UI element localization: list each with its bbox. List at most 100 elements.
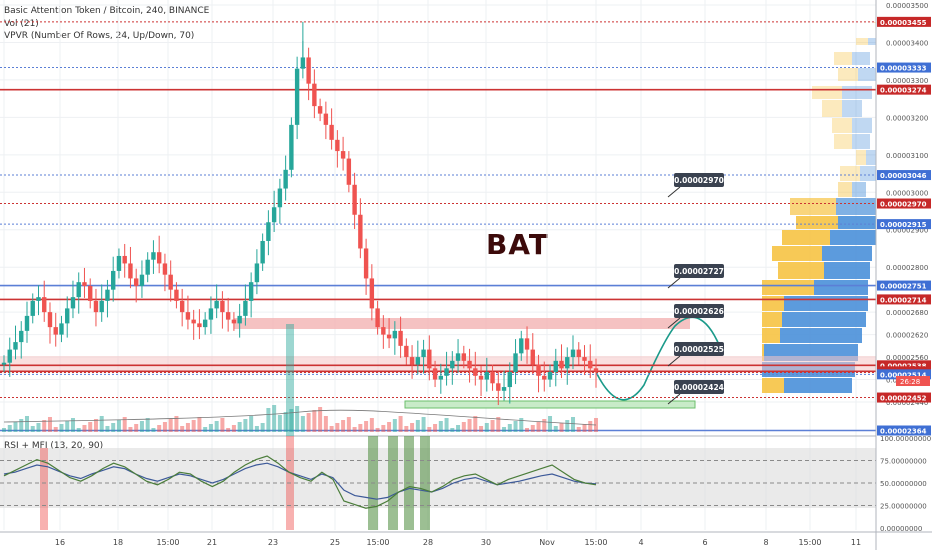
mfi-line [3,455,597,509]
volume-indicator-label: Vol (21) [4,19,39,29]
candle-body [65,308,70,324]
vpvr-up-bar [762,296,784,311]
volume-bar [168,419,173,432]
candle-body [392,330,398,339]
volume-bar [548,416,553,432]
volume-bar [496,417,501,432]
time-tick-label: 16 [55,538,65,547]
candle-body [547,372,553,380]
callout-label: 0.00002970 [674,176,724,185]
candle-body [582,357,587,361]
time-tick-label: 25 [330,538,340,547]
level-price-label: 0.00002364 [880,428,927,436]
candle-body [202,319,208,328]
vpvr-down-bar [858,68,878,81]
time-tick-label: 6 [702,538,707,547]
volume-bar [134,424,139,432]
rsi-indicator-label: RSI + MFI (13, 20, 90) [4,441,104,451]
vpvr-up-bar [834,134,852,149]
candle-body [369,278,375,309]
projection-path [595,316,723,401]
vpvr-indicator-label: VPVR (Number Of Rows, 24, Up/Down, 70) [4,31,195,41]
volume-bar [93,419,98,432]
candle-body [266,222,271,241]
time-tick-label: 21 [207,538,217,547]
price-callouts[interactable]: 0.00002970 0.00002727 0.00002626 0.00002525… [667,173,724,405]
volume-bar [122,417,127,432]
current-zone [0,356,876,372]
volume-bar [565,420,570,432]
level-price-tag [877,170,931,181]
volume-bar [490,420,495,432]
candle-body [133,278,139,286]
time-tick-label: 15:00 [584,538,607,547]
vpvr-up-bar [772,246,822,261]
volume-bar [484,423,489,432]
candle-body [225,312,231,320]
candle-body [409,357,415,365]
candle-body [542,375,547,380]
vpvr-down-bar [868,38,880,45]
level-price-tag [877,425,931,436]
level-price-tag [877,84,931,95]
time-tick-label: 23 [268,538,278,547]
volume-bar [289,409,294,432]
callout-label: 0.00002424 [674,383,724,392]
candle-body [197,323,202,328]
callout-pointer [667,355,681,367]
vpvr-down-bar [852,134,870,149]
vpvr-up-bar [762,312,782,327]
candle-body [289,124,294,170]
callout-pointer [667,186,681,198]
callout-box[interactable] [674,304,724,318]
vpvr-down-bar [842,100,862,117]
mfi-oversold-pillar [420,436,430,530]
volume-profile [762,22,882,393]
volume-bar [415,420,420,432]
candle-body [559,360,564,369]
volume-bar [473,416,478,432]
volume-bar [559,423,564,432]
candle-body [214,300,219,309]
candle-body [490,372,495,384]
highlight-pillar [286,324,294,436]
level-price-label: 0.00003455 [880,19,927,27]
callout-box[interactable] [674,173,724,187]
candle-body [507,372,512,388]
candle-body [478,375,484,380]
level-price-label: 0.00002452 [880,395,927,403]
time-tick-label: 15:00 [156,538,179,547]
candle-body [513,353,518,373]
vpvr-down-bar [860,166,880,181]
candle-body [352,184,357,215]
volume-bar [542,419,547,432]
callout-box[interactable] [674,342,724,356]
volume-bar [42,420,47,432]
volume-bar [7,425,12,432]
candle-body [283,169,288,189]
level-price-tag [877,198,931,209]
candle-body [53,327,58,335]
callout-box[interactable] [674,380,724,394]
candle-body [496,383,501,391]
volume-bar [392,419,397,432]
candle-body [484,372,489,380]
highlight-pillar [40,448,48,530]
volume-bar [421,417,426,432]
candle-body [76,282,81,298]
callout-box[interactable] [674,264,724,278]
support-zone [404,400,696,409]
candle-body [588,360,593,369]
candle-body [1,362,7,365]
candle-body [260,240,265,264]
volume-bar [24,416,29,432]
callout-pointer [667,277,681,289]
candle-body [473,368,478,376]
volume-bar [88,422,93,432]
countdown-label: 26:28 [900,378,920,386]
candle-body [179,300,185,313]
volume-bar [272,405,277,432]
vpvr-down-bar [838,216,880,229]
candle-body [501,387,507,391]
